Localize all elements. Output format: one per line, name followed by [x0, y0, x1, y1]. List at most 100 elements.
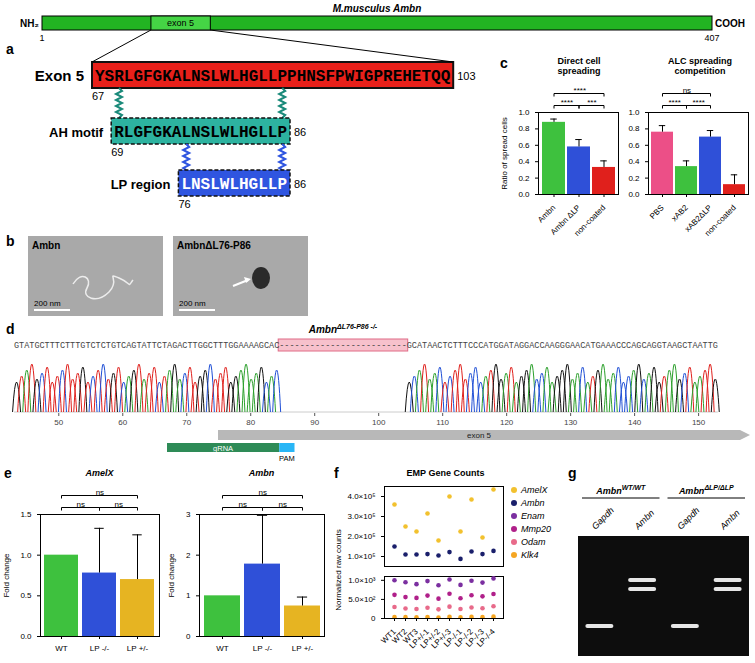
svg-text:ns: ns	[259, 488, 267, 497]
svg-text:ns: ns	[96, 488, 104, 497]
svg-text:Fold change: Fold change	[167, 553, 176, 598]
svg-text:407: 407	[704, 33, 719, 43]
svg-text:COOH: COOH	[715, 18, 745, 29]
svg-text:PBS: PBS	[648, 203, 666, 221]
svg-text:LP -/-: LP -/-	[90, 644, 110, 653]
svg-text:Gapdh: Gapdh	[590, 505, 616, 531]
svg-text:110: 110	[436, 418, 449, 427]
svg-text:NH₂: NH₂	[20, 18, 39, 29]
svg-text:1: 1	[186, 591, 191, 600]
svg-text:1: 1	[39, 33, 44, 43]
svg-text:0: 0	[186, 632, 191, 641]
svg-text:86: 86	[294, 126, 306, 138]
svg-text:80: 80	[246, 418, 255, 427]
svg-text:RLGFGKALNSLWLHGLLP: RLGFGKALNSLWLHGLLP	[114, 124, 287, 142]
svg-text:Normalized raw counts: Normalized raw counts	[334, 529, 343, 610]
svg-text:1.0: 1.0	[20, 551, 32, 560]
svg-text:Ratio of spread cells: Ratio of spread cells	[500, 117, 509, 189]
svg-text:LP -/-: LP -/-	[253, 644, 273, 653]
svg-text:1.0: 1.0	[518, 108, 530, 117]
svg-text:0.8: 0.8	[628, 124, 640, 133]
svg-text:0: 0	[371, 614, 376, 623]
svg-text:140: 140	[628, 418, 642, 427]
svg-text:AmbnΔL76-P86: AmbnΔL76-P86	[177, 240, 251, 251]
svg-text:Exon 5: Exon 5	[35, 67, 84, 84]
svg-text:d: d	[6, 321, 15, 337]
svg-text:1.0×10³: 1.0×10³	[348, 576, 376, 585]
svg-text:1.0: 1.0	[628, 108, 640, 117]
svg-text:AmbnΔL76-P86 -/-: AmbnΔL76-P86 -/-	[308, 323, 378, 335]
svg-text:LP +/-: LP +/-	[292, 644, 314, 653]
svg-text:Ambn: Ambn	[536, 203, 557, 224]
svg-text:Ambn: Ambn	[717, 508, 741, 532]
svg-text:LP-/-4: LP-/-4	[475, 627, 497, 649]
svg-text:0.0: 0.0	[20, 632, 32, 641]
svg-text:0.2: 0.2	[628, 174, 640, 183]
svg-text:AH motif: AH motif	[49, 125, 104, 140]
svg-text:AmbnWT/WT: AmbnWT/WT	[595, 484, 646, 496]
svg-text:70: 70	[182, 418, 191, 427]
svg-text:WT: WT	[55, 644, 68, 653]
svg-text:Gapdh: Gapdh	[675, 505, 701, 531]
svg-text:0.5: 0.5	[20, 591, 32, 600]
svg-text:***: ***	[587, 98, 596, 107]
svg-text:Ambn: Ambn	[632, 508, 656, 532]
svg-text:exon 5: exon 5	[467, 431, 492, 440]
svg-text:non-coated: non-coated	[703, 203, 738, 238]
svg-text:g: g	[568, 466, 577, 481]
svg-text:3: 3	[186, 510, 191, 519]
svg-text:5.0×10²: 5.0×10²	[348, 595, 376, 604]
svg-text:b: b	[6, 233, 15, 249]
svg-text:Ambn: Ambn	[32, 240, 60, 251]
svg-text:ns: ns	[683, 86, 691, 95]
svg-text:****: ****	[668, 98, 680, 107]
svg-text:0.8: 0.8	[518, 124, 530, 133]
svg-text:WT: WT	[216, 644, 229, 653]
svg-text:gRNA: gRNA	[213, 444, 233, 453]
svg-text:ns: ns	[114, 500, 122, 509]
svg-text:130: 130	[564, 418, 578, 427]
svg-text:120: 120	[500, 418, 514, 427]
svg-text:exon 5: exon 5	[167, 18, 194, 28]
svg-text:0.0: 0.0	[518, 190, 530, 199]
svg-text:0.6: 0.6	[518, 141, 530, 150]
svg-text:1.5: 1.5	[20, 510, 32, 519]
svg-text:3.0×10⁵: 3.0×10⁵	[347, 512, 375, 521]
svg-text:Fold change: Fold change	[2, 553, 11, 598]
svg-text:2: 2	[186, 551, 191, 560]
svg-text:0.6: 0.6	[628, 141, 640, 150]
svg-text:xAB2: xAB2	[670, 203, 690, 223]
svg-text:69: 69	[111, 146, 123, 158]
svg-text:****: ****	[561, 98, 573, 107]
svg-text:200 nm: 200 nm	[34, 299, 61, 308]
svg-text:a: a	[6, 41, 14, 57]
svg-text:0.2: 0.2	[518, 174, 530, 183]
svg-text:0.4: 0.4	[628, 157, 640, 166]
svg-text:200 nm: 200 nm	[179, 299, 206, 308]
svg-text:non-coated: non-coated	[573, 203, 608, 238]
svg-text:YSRLGFGKALNSLWLHGLLPPHNSFPWIGP: YSRLGFGKALNSLWLHGLLPPHNSFPWIGPREHETQQ	[95, 68, 451, 86]
svg-text:****: ****	[692, 98, 704, 107]
svg-text:0.4: 0.4	[518, 157, 530, 166]
svg-text:100: 100	[372, 418, 386, 427]
svg-text:PAM: PAM	[279, 454, 295, 463]
svg-text:103: 103	[457, 70, 475, 82]
svg-text:M.musculus Ambn: M.musculus Ambn	[333, 3, 422, 14]
svg-text:LP +/-: LP +/-	[127, 644, 149, 653]
svg-text:0.0: 0.0	[628, 190, 640, 199]
svg-text:LNSLWLHGLLP: LNSLWLHGLLP	[181, 176, 287, 194]
svg-text:GTATGCTTTCTTTGTCTCTGTCAGTATTCT: GTATGCTTTCTTTGTCTCTGTCAGTATTCTAGACTTGGCT…	[14, 341, 718, 351]
svg-text:****: ****	[574, 86, 586, 95]
svg-text:4.0×10⁵: 4.0×10⁵	[347, 492, 375, 501]
svg-text:90: 90	[310, 418, 319, 427]
svg-text:ns: ns	[278, 500, 286, 509]
svg-text:2.0×10⁵: 2.0×10⁵	[347, 532, 375, 541]
svg-text:LP region: LP region	[111, 177, 171, 192]
svg-text:86: 86	[294, 178, 306, 190]
svg-text:ns: ns	[76, 500, 84, 509]
svg-text:76: 76	[178, 198, 190, 210]
svg-text:50: 50	[54, 418, 63, 427]
svg-text:67: 67	[92, 90, 104, 102]
svg-text:ns: ns	[238, 500, 246, 509]
svg-text:1.0×10⁵: 1.0×10⁵	[347, 552, 375, 561]
